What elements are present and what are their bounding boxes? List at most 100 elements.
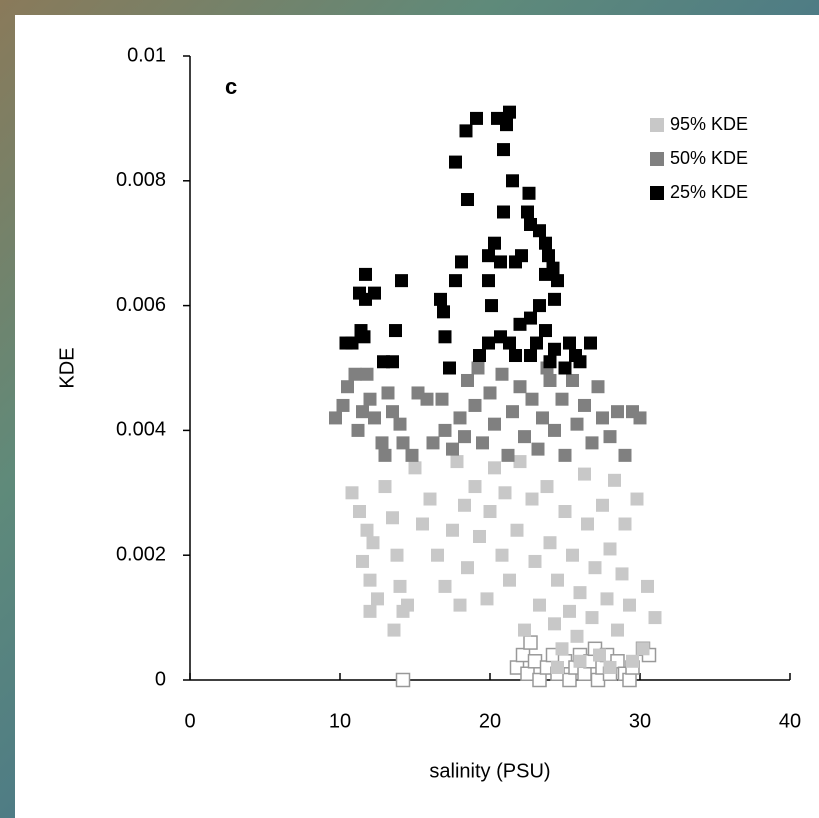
x-tick-label: 10 xyxy=(329,710,351,732)
point xyxy=(566,373,579,387)
point xyxy=(588,561,602,575)
point xyxy=(482,336,495,350)
point xyxy=(573,586,587,600)
point xyxy=(329,411,342,425)
point xyxy=(426,436,440,450)
point xyxy=(520,666,535,682)
point xyxy=(461,561,474,575)
legend-swatch xyxy=(650,118,664,132)
point xyxy=(470,111,483,125)
point xyxy=(548,342,561,356)
point xyxy=(434,292,447,306)
point xyxy=(503,105,516,119)
point xyxy=(446,442,459,456)
y-tick-label: 0.01 xyxy=(127,44,166,66)
point xyxy=(497,143,510,157)
point xyxy=(431,548,444,562)
point xyxy=(543,536,557,550)
point xyxy=(611,405,624,419)
point xyxy=(542,249,555,263)
point xyxy=(623,598,636,612)
point xyxy=(543,373,557,387)
point xyxy=(585,611,599,625)
point xyxy=(461,373,474,387)
point xyxy=(618,517,632,531)
point xyxy=(395,672,411,688)
point xyxy=(596,498,609,512)
point xyxy=(615,567,629,581)
point xyxy=(515,249,528,263)
point xyxy=(555,642,569,656)
point xyxy=(540,480,554,494)
point xyxy=(536,411,549,425)
point xyxy=(641,579,654,593)
point xyxy=(480,592,494,606)
point xyxy=(453,411,467,425)
point xyxy=(521,205,534,219)
point xyxy=(401,598,414,612)
legend-label: 50% KDE xyxy=(670,148,748,168)
point xyxy=(353,286,366,300)
point xyxy=(494,255,507,269)
point xyxy=(395,274,408,288)
point xyxy=(636,642,650,656)
point xyxy=(533,598,546,612)
point xyxy=(455,255,468,269)
point xyxy=(513,317,527,331)
point xyxy=(600,592,614,606)
point xyxy=(563,604,576,618)
point xyxy=(446,523,459,537)
point xyxy=(378,448,392,462)
point xyxy=(539,236,552,250)
point xyxy=(551,274,564,288)
point xyxy=(566,548,579,562)
point xyxy=(381,386,395,400)
point xyxy=(533,299,546,313)
point xyxy=(498,486,512,500)
point xyxy=(618,448,632,462)
point xyxy=(570,629,584,643)
point xyxy=(551,573,564,587)
point xyxy=(443,361,456,375)
point xyxy=(515,647,531,663)
point xyxy=(458,430,471,444)
x-tick-label: 0 xyxy=(184,710,195,732)
point xyxy=(377,355,390,369)
point xyxy=(503,336,516,350)
point xyxy=(603,430,617,444)
point xyxy=(518,623,531,637)
x-tick-label: 30 xyxy=(629,710,651,732)
point xyxy=(585,436,599,450)
point xyxy=(584,336,597,350)
legend-label: 95% KDE xyxy=(670,114,748,134)
y-tick-label: 0.008 xyxy=(116,169,166,191)
point xyxy=(596,411,609,425)
point xyxy=(513,455,527,469)
point xyxy=(523,635,538,650)
point xyxy=(533,224,546,238)
point xyxy=(449,274,462,288)
point xyxy=(396,436,410,450)
point xyxy=(449,155,462,169)
point xyxy=(435,392,449,406)
point xyxy=(351,423,365,437)
point xyxy=(458,498,471,512)
point xyxy=(611,623,624,637)
point xyxy=(495,367,509,381)
point xyxy=(503,573,516,587)
point xyxy=(453,598,467,612)
point xyxy=(531,442,545,456)
legend-swatch xyxy=(650,152,664,166)
point xyxy=(590,672,606,688)
legend-swatch xyxy=(650,186,664,200)
point xyxy=(648,611,662,625)
point xyxy=(483,386,497,400)
point xyxy=(356,554,369,568)
point xyxy=(573,654,587,668)
point xyxy=(543,355,557,369)
point xyxy=(359,267,372,281)
point xyxy=(476,436,489,450)
point xyxy=(416,517,429,531)
point xyxy=(345,486,359,500)
